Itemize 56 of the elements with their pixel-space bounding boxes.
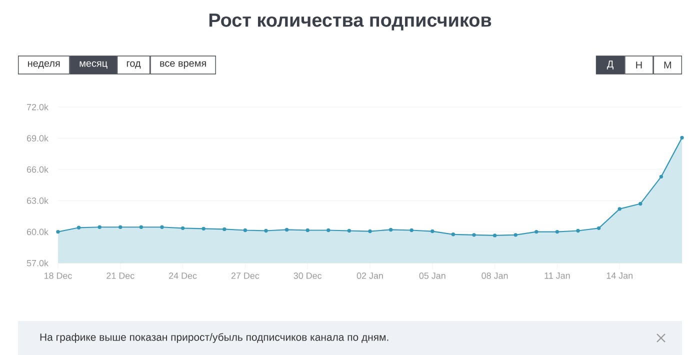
x-tick-label: 14 Jan	[606, 272, 632, 279]
point	[118, 225, 122, 229]
y-tick-label: 60.0k	[27, 228, 48, 236]
text: месяц	[80, 61, 108, 69]
point	[306, 228, 310, 232]
chart-title: Рост количества подписчиков	[209, 14, 492, 30]
point	[98, 225, 102, 229]
point	[347, 228, 352, 233]
point	[202, 226, 206, 231]
point	[638, 202, 642, 206]
point	[326, 228, 330, 232]
x-tick-label: 11 Jan	[544, 272, 570, 279]
text: год	[126, 61, 141, 69]
point	[430, 229, 434, 234]
point	[139, 225, 144, 229]
point	[576, 228, 580, 233]
point	[555, 230, 560, 234]
point	[160, 225, 164, 229]
x-tick-label: 08 Jan	[482, 272, 508, 279]
y-tick-label: 69.0k	[27, 134, 48, 142]
text: На графике выше показан прирост/убыль подписчиков канала по дням.	[40, 333, 388, 343]
point	[472, 233, 476, 237]
text: все время	[160, 61, 206, 69]
point	[534, 230, 538, 234]
x-tick-label: 02 Jan	[356, 272, 383, 279]
point	[659, 174, 664, 179]
point	[284, 228, 289, 232]
x-tick-label: 18 Dec	[44, 272, 72, 279]
y-tick-label: 66.0k	[27, 166, 48, 173]
point	[56, 230, 60, 234]
point	[492, 234, 497, 238]
point	[264, 228, 268, 233]
point	[451, 232, 456, 236]
point	[76, 226, 81, 230]
point	[410, 228, 414, 232]
x-tick-label: 24 Dec	[169, 272, 197, 279]
point	[180, 226, 185, 230]
text: Н	[636, 62, 642, 68]
point	[514, 233, 518, 237]
point	[243, 228, 248, 232]
point	[596, 226, 601, 230]
y-tick-label: 63.0k	[27, 197, 48, 204]
point	[368, 229, 372, 234]
text: М	[664, 62, 671, 68]
y-tick-label: 57.0k	[26, 260, 48, 266]
x-tick-label: 30 Dec	[294, 272, 322, 279]
point	[680, 136, 684, 140]
point	[618, 207, 622, 211]
x-tick-label: 21 Dec	[106, 272, 134, 279]
y-tick-label: 72.0k	[27, 104, 48, 110]
x-tick-label: 05 Jan	[419, 272, 446, 279]
text: Д	[606, 60, 614, 70]
text: неделя	[28, 61, 60, 69]
point	[388, 228, 393, 232]
x-tick-label: 27 Dec	[231, 272, 260, 279]
point	[222, 227, 226, 232]
